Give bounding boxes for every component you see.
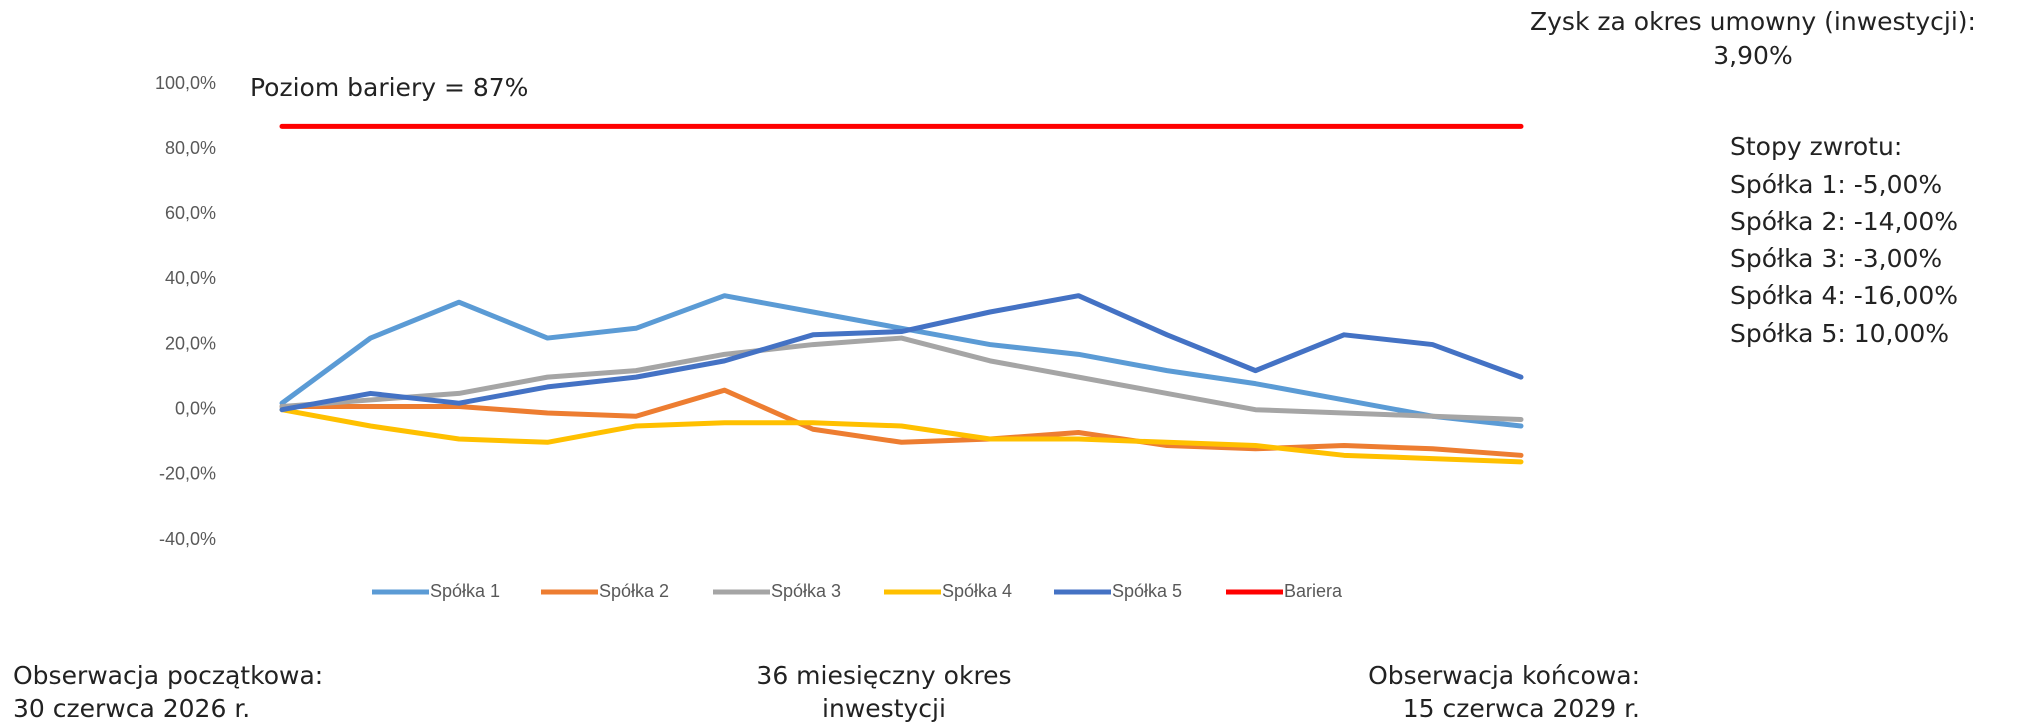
y-tick-label: -40,0%: [159, 529, 216, 549]
legend-label: Spółka 2: [599, 581, 669, 601]
y-tick-label: 20,0%: [165, 333, 216, 353]
return-line: Spółka 1: -5,00%: [1730, 170, 1942, 199]
y-tick-label: 80,0%: [165, 138, 216, 158]
legend-label: Bariera: [1284, 581, 1343, 601]
footer-text: 15 czerwca 2029 r.: [1403, 694, 1640, 723]
returns-title: Stopy zwrotu:: [1730, 132, 1902, 161]
summary-title: Zysk za okres umowny (inwestycji):: [1530, 7, 1976, 36]
series-line: [279, 293, 1524, 429]
series-line: [279, 407, 1524, 465]
footer-text: Obserwacja końcowa:: [1368, 661, 1640, 690]
legend-label: Spółka 1: [430, 581, 500, 601]
footer-text: Obserwacja początkowa:: [13, 661, 323, 690]
return-line: Spółka 2: -14,00%: [1730, 207, 1958, 236]
footer-text: 36 miesięczny okres: [756, 661, 1011, 690]
return-line: Spółka 5: 10,00%: [1730, 319, 1949, 348]
return-line: Spółka 3: -3,00%: [1730, 244, 1942, 273]
legend-label: Spółka 5: [1112, 581, 1182, 601]
footer-text: 30 czerwca 2026 r.: [13, 694, 250, 723]
y-tick-label: 40,0%: [165, 268, 216, 288]
legend-label: Spółka 4: [942, 581, 1012, 601]
legend-label: Spółka 3: [771, 581, 841, 601]
y-tick-label: -20,0%: [159, 464, 216, 484]
barrier-annotation: Poziom bariery = 87%: [250, 73, 528, 102]
y-tick-label: 100,0%: [155, 73, 216, 93]
series-line: [279, 293, 1524, 413]
series-line: [279, 387, 1524, 458]
y-tick-label: 0,0%: [175, 398, 216, 418]
summary-value: 3,90%: [1713, 41, 1792, 70]
return-line: Spółka 4: -16,00%: [1730, 281, 1958, 310]
footer-text: inwestycji: [822, 694, 946, 723]
y-tick-label: 60,0%: [165, 203, 216, 223]
series-line: [279, 335, 1524, 422]
